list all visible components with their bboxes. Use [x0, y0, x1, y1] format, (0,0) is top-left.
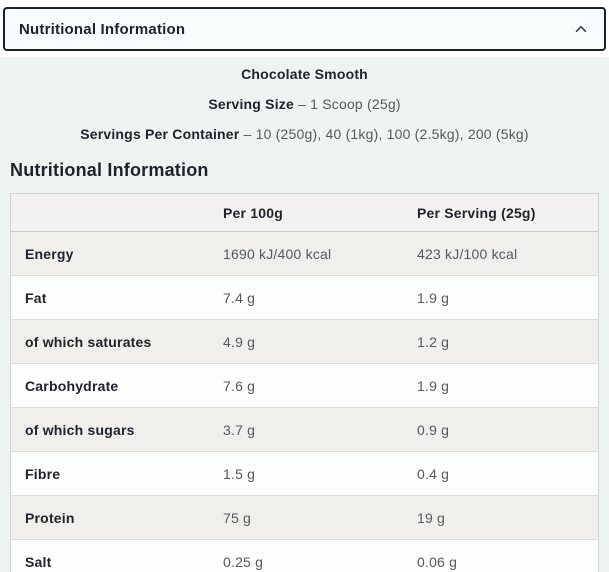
- nutrient-label: of which sugars: [10, 407, 222, 452]
- per-100g-value: 3.7 g: [222, 407, 416, 452]
- table-row-energy: Energy 1690 kJ/400 kcal 423 kJ/100 kcal: [10, 231, 599, 276]
- column-header-per-serving: Per Serving (25g): [416, 193, 599, 232]
- table-row-fibre: Fibre 1.5 g 0.4 g: [10, 451, 599, 496]
- nutrient-label: Protein: [10, 495, 222, 540]
- per-serving-value: 1.2 g: [416, 319, 599, 364]
- per-100g-value: 0.25 g: [222, 539, 416, 572]
- table-row-sugars: of which sugars 3.7 g 0.9 g: [10, 407, 599, 452]
- table-row-salt: Salt 0.25 g 0.06 g: [10, 539, 599, 572]
- accordion-content: Chocolate Smooth Serving Size – 1 Scoop …: [0, 57, 609, 572]
- table-row-protein: Protein 75 g 19 g: [10, 495, 599, 540]
- per-serving-value: 1.9 g: [416, 363, 599, 408]
- per-serving-value: 19 g: [416, 495, 599, 540]
- per-100g-value: 7.4 g: [222, 275, 416, 320]
- per-serving-value: 0.4 g: [416, 451, 599, 496]
- per-serving-value: 0.9 g: [416, 407, 599, 452]
- nutrient-label: Carbohydrate: [10, 363, 222, 408]
- nutrient-label: Salt: [10, 539, 222, 572]
- servings-per-container-value: – 10 (250g), 40 (1kg), 100 (2.5kg), 200 …: [243, 126, 529, 142]
- nutrition-table: Per 100g Per Serving (25g) Energy 1690 k…: [10, 193, 599, 572]
- nutritional-information-panel: Nutritional Information Chocolate Smooth…: [0, 7, 609, 572]
- per-100g-value: 1.5 g: [222, 451, 416, 496]
- servings-per-container-label: Servings Per Container: [80, 126, 240, 142]
- chevron-up-icon[interactable]: [575, 25, 587, 33]
- table-row-carbohydrate: Carbohydrate 7.6 g 1.9 g: [10, 363, 599, 408]
- serving-size-label: Serving Size: [208, 96, 294, 112]
- table-row-saturates: of which saturates 4.9 g 1.2 g: [10, 319, 599, 364]
- nutrient-label: of which saturates: [10, 319, 222, 364]
- table-header-row: Per 100g Per Serving (25g): [10, 193, 599, 232]
- column-header-nutrient: [10, 193, 222, 232]
- section-heading: Nutritional Information: [10, 160, 209, 180]
- per-100g-value: 7.6 g: [222, 363, 416, 408]
- accordion-title: Nutritional Information: [19, 20, 186, 38]
- flavour-name: Chocolate Smooth: [241, 66, 368, 82]
- nutrient-label: Energy: [10, 231, 222, 276]
- servings-per-container-line: Servings Per Container – 10 (250g), 40 (…: [10, 119, 599, 149]
- per-100g-value: 1690 kJ/400 kcal: [222, 231, 416, 276]
- serving-size-value: – 1 Scoop (25g): [298, 96, 401, 112]
- per-serving-value: 1.9 g: [416, 275, 599, 320]
- per-serving-value: 423 kJ/100 kcal: [416, 231, 599, 276]
- per-100g-value: 75 g: [222, 495, 416, 540]
- column-header-per-100g: Per 100g: [222, 193, 416, 232]
- nutritional-information-accordion-header[interactable]: Nutritional Information: [3, 7, 606, 51]
- serving-size-line: Serving Size – 1 Scoop (25g): [10, 89, 599, 119]
- per-100g-value: 4.9 g: [222, 319, 416, 364]
- table-row-fat: Fat 7.4 g 1.9 g: [10, 275, 599, 320]
- nutrient-label: Fibre: [10, 451, 222, 496]
- per-serving-value: 0.06 g: [416, 539, 599, 572]
- nutrient-label: Fat: [10, 275, 222, 320]
